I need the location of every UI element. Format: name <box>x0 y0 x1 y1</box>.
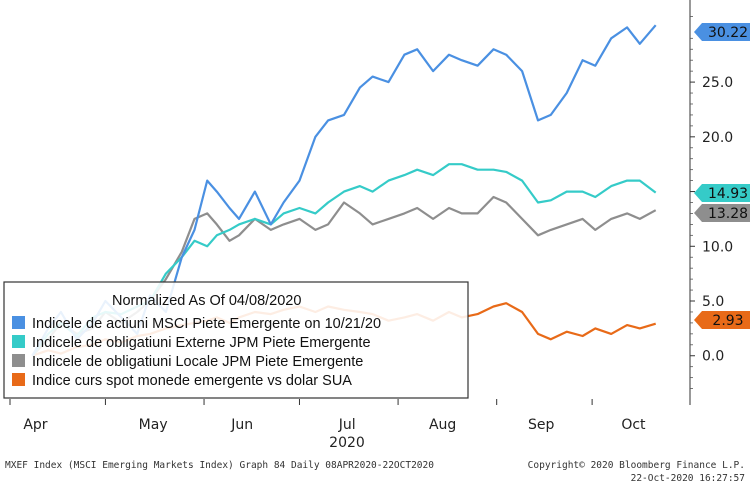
legend-item-4: Indice curs spot monede emergente vs dol… <box>12 373 352 389</box>
y-tick-label: 0.0 <box>702 349 724 365</box>
legend-label: Indicele de obligatiuni Externe JPM Piet… <box>32 335 371 351</box>
legend-title: Normalized As Of 04/08/2020 <box>112 293 301 309</box>
footer-timestamp: 22-Oct-2020 16:27:57 <box>630 473 745 484</box>
x-axis-ticks: Apr May Jun Jul Aug Sep Oct <box>9 399 646 433</box>
x-tick-label: Jul <box>338 417 356 433</box>
x-tick-label: Oct <box>621 417 646 433</box>
legend-swatch <box>12 316 25 329</box>
legend-item-1: Indicele de actiuni MSCI Piete Emergente… <box>12 316 381 332</box>
legend-item-3: Indicele de obligatiuni Locale JPM Piete… <box>12 354 363 370</box>
footer-source: MXEF Index (MSCI Emerging Markets Index)… <box>5 460 434 471</box>
last-value-badges: 30.22 14.93 13.28 2.93 <box>694 23 750 329</box>
legend-label: Indicele de obligatiuni Locale JPM Piete… <box>32 354 363 370</box>
badge-value: 30.22 <box>708 25 748 41</box>
legend-item-2: Indicele de obligatiuni Externe JPM Piet… <box>12 335 371 351</box>
badge-shape <box>694 204 750 222</box>
badge-value: 13.28 <box>708 206 748 222</box>
legend-swatch <box>12 335 25 348</box>
footer-copyright: Copyright© 2020 Bloomberg Finance L.P. <box>527 460 745 471</box>
last-value-badge-2: 14.93 <box>694 184 750 202</box>
y-tick-label: 5.0 <box>702 294 724 310</box>
y-tick-label: 10.0 <box>702 239 733 255</box>
badge-value: 2.93 <box>712 313 743 329</box>
last-value-badge-3: 13.28 <box>694 204 750 222</box>
x-tick-label: May <box>139 417 168 433</box>
y-tick-label: 25.0 <box>702 75 733 91</box>
x-tick-label: Jun <box>230 417 253 433</box>
badge-value: 14.93 <box>708 186 748 202</box>
legend-label: Indice curs spot monede emergente vs dol… <box>32 373 352 389</box>
x-tick-label: Aug <box>429 417 456 433</box>
legend-items: Indicele de actiuni MSCI Piete Emergente… <box>12 316 381 389</box>
y-axis-ticks: 0.05.010.015.020.025.0 <box>690 16 733 389</box>
y-tick-label: 20.0 <box>702 130 733 146</box>
badge-shape <box>694 23 750 41</box>
legend-label: Indicele de actiuni MSCI Piete Emergente… <box>32 316 381 332</box>
legend-box <box>3 281 469 399</box>
last-value-badge-1: 30.22 <box>694 23 750 41</box>
legend-swatch <box>12 354 25 367</box>
x-tick-label: Sep <box>528 417 555 433</box>
badge-shape <box>694 311 750 329</box>
x-tick-label: Apr <box>23 417 47 433</box>
last-value-badge-4: 2.93 <box>694 311 750 329</box>
legend: Normalized As Of 04/08/2020 Indicele de … <box>3 281 469 399</box>
legend-swatch <box>12 373 25 386</box>
x-axis-year-label: 2020 <box>329 435 365 451</box>
badge-shape <box>694 184 750 202</box>
